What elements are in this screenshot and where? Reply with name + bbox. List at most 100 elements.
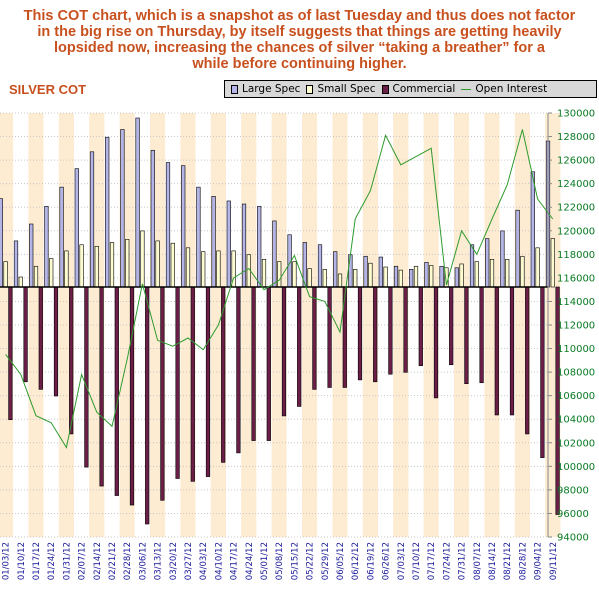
background-band — [423, 113, 439, 537]
small-spec-bar — [550, 238, 555, 288]
large-spec-bar — [439, 265, 444, 288]
y-tick-label: 122000 — [557, 203, 595, 214]
small-spec-bar — [94, 245, 99, 288]
y-tick-label: 116000 — [557, 273, 595, 284]
commercial-bar — [479, 286, 484, 384]
small-spec-bar — [201, 251, 206, 288]
x-tick-label: 05/15/12 — [290, 542, 300, 580]
small-spec-bar — [64, 250, 69, 288]
y-tick-label: 128000 — [557, 132, 595, 143]
large-spec-bar — [196, 186, 201, 288]
x-tick-label: 05/22/12 — [306, 542, 316, 580]
y-tick-label: 114000 — [557, 297, 595, 308]
commercial-bar — [236, 286, 241, 454]
legend-label-commercial: Commercial — [392, 83, 456, 95]
y-tick-label: 98000 — [557, 485, 589, 496]
x-tick-label: 07/17/12 — [427, 542, 437, 580]
y-tick-label: 120000 — [557, 226, 595, 237]
large-spec-bar — [120, 129, 125, 288]
small-spec-bar — [307, 268, 312, 288]
small-spec-bar — [155, 240, 160, 288]
background-band — [393, 113, 409, 537]
x-tick-label: 01/24/12 — [47, 542, 57, 580]
small-spec-bar — [322, 269, 327, 288]
commercial-bar — [373, 286, 378, 383]
background-band — [438, 113, 454, 537]
large-spec-bar — [409, 269, 414, 288]
large-spec-bar — [469, 244, 475, 288]
commercial-bar — [145, 286, 150, 525]
legend-item-commercial: Commercial — [381, 83, 456, 95]
small-spec-bar — [18, 276, 23, 288]
small-spec-bar — [79, 244, 84, 288]
large-spec-bar — [135, 117, 140, 288]
commercial-bar — [53, 286, 59, 397]
commercial-bar — [190, 286, 195, 482]
x-tick-label: 09/04/12 — [534, 542, 544, 580]
legend-label-open-interest: Open Interest — [475, 83, 548, 95]
y-tick-label: 104000 — [557, 415, 595, 426]
large-spec-bar — [89, 151, 95, 288]
open-interest-line — [5, 129, 554, 449]
y-tick-label: 124000 — [557, 179, 595, 190]
x-axis-ticks: 01/03/12 01/10/12 01/17/12 01/24/12 01/31/12… — [2, 542, 559, 580]
x-tick-label: 08/21/12 — [503, 542, 513, 580]
small-spec-bar — [535, 247, 540, 288]
large-spec-bar — [530, 171, 535, 288]
small-spec-bar — [505, 259, 510, 288]
commercial-bar — [99, 286, 104, 487]
x-tick-label: 06/19/12 — [366, 542, 376, 580]
x-tick-label: 08/28/12 — [518, 542, 528, 580]
x-tick-label: 05/01/12 — [260, 542, 270, 580]
large-spec-bar — [241, 203, 247, 288]
large-spec-bar — [317, 244, 323, 288]
x-tick-label: 02/14/12 — [93, 542, 103, 580]
commercial-bar — [129, 286, 135, 506]
x-tick-label: 03/20/12 — [169, 542, 179, 580]
commercial-bar — [160, 286, 165, 501]
large-spec-bar — [226, 200, 231, 288]
small-spec-bar — [429, 265, 434, 288]
commercial-bar — [357, 286, 363, 381]
x-tick-label: 03/13/12 — [154, 542, 164, 580]
large-spec-bar — [150, 149, 155, 288]
commercial-bar — [281, 286, 287, 417]
large-spec-bar — [59, 186, 64, 288]
small-spec-bar — [49, 258, 54, 288]
small-spec-bar — [398, 269, 403, 288]
commercial-bar — [433, 286, 439, 399]
small-spec-bar — [337, 273, 343, 288]
commercial-bar — [266, 286, 271, 441]
legend-line-open-interest — [461, 88, 472, 90]
legend-label-small-spec: Small Spec — [317, 83, 376, 95]
commercial-bar — [114, 286, 119, 496]
small-spec-bar — [261, 259, 267, 288]
x-tick-label: 01/03/12 — [2, 542, 12, 580]
background-band — [347, 113, 363, 537]
commercial-bar — [464, 286, 469, 384]
small-spec-bar — [520, 255, 525, 288]
y-tick-label: 106000 — [557, 391, 595, 402]
commercial-bar — [84, 286, 89, 468]
x-tick-label: 07/10/12 — [412, 542, 422, 580]
background-band — [378, 113, 394, 537]
small-spec-bar — [292, 261, 297, 288]
small-spec-bar — [413, 265, 419, 288]
small-spec-bar — [277, 261, 282, 288]
large-spec-bar — [211, 196, 216, 288]
legend-item-large-spec: Large Spec — [231, 83, 300, 95]
large-spec-bar — [181, 165, 186, 288]
large-spec-bar — [44, 206, 49, 288]
background-band — [469, 113, 485, 537]
large-spec-bar — [257, 206, 262, 288]
small-spec-bar — [353, 269, 358, 288]
large-spec-bar — [333, 251, 338, 288]
small-spec-bar — [109, 242, 115, 288]
right-axis-ticks: 94000 96000 98000 100000 102000 104000 106000 1… — [548, 109, 595, 544]
y-tick-label: 96000 — [557, 509, 589, 520]
y-tick-label: 118000 — [557, 250, 595, 261]
x-tick-label: 06/05/12 — [336, 542, 346, 580]
x-tick-label: 07/31/12 — [458, 542, 468, 580]
small-spec-bar — [383, 266, 388, 288]
